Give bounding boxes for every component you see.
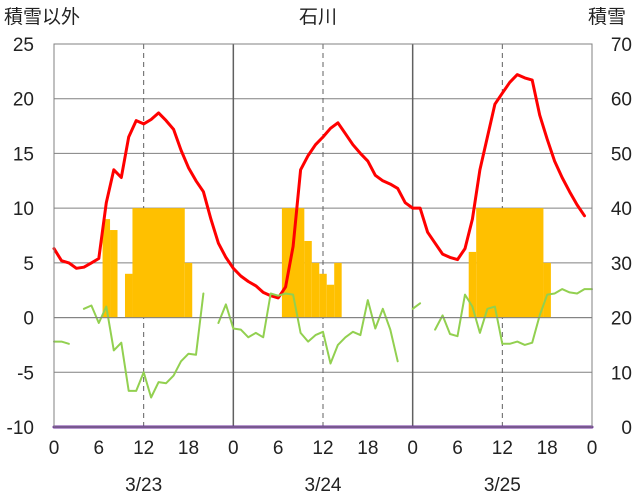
x-tick-label: 12	[312, 438, 333, 459]
snow-bar	[102, 219, 111, 318]
left-tick-label: -10	[7, 418, 34, 439]
red-series-line	[52, 73, 586, 300]
x-tick-label: 6	[452, 438, 463, 459]
snow-bar	[110, 230, 118, 318]
left-tick-label: 5	[23, 254, 34, 275]
x-tick-label: 6	[94, 438, 105, 459]
x-tick-label: 18	[537, 438, 558, 459]
chart-title: 石川	[299, 7, 337, 28]
right-tick-label: 30	[611, 254, 632, 275]
x-tick-label: 0	[407, 438, 418, 459]
right-tick-label: 10	[611, 363, 632, 384]
green-series-line	[53, 340, 70, 345]
snow-bar	[476, 208, 544, 318]
date-label: 3/25	[484, 475, 521, 496]
right-tick-label: 50	[611, 144, 632, 165]
snow-bar	[326, 284, 335, 318]
date-label: 3/24	[305, 475, 342, 496]
snow-bar	[334, 262, 342, 318]
date-label: 3/23	[125, 475, 162, 496]
left-tick-label: 0	[23, 309, 34, 330]
left-tick-label: 15	[13, 144, 34, 165]
snow-bars	[102, 208, 551, 318]
snow-bar	[468, 251, 477, 318]
x-tick-label: 6	[273, 438, 284, 459]
right-tick-label: 40	[611, 199, 632, 220]
left-tick-label: 25	[13, 35, 34, 56]
snow-bar	[132, 208, 185, 318]
x-tick-label: 12	[492, 438, 513, 459]
green-series-line	[82, 292, 205, 399]
snow-bar	[311, 262, 320, 318]
green-series-line	[411, 302, 422, 310]
right-tick-label: 60	[611, 90, 632, 111]
plot-frame	[53, 43, 593, 428]
x-tick-label: 18	[178, 438, 199, 459]
snow-bar	[543, 262, 551, 318]
x-tick-label: 18	[357, 438, 378, 459]
green-series-line	[217, 292, 399, 365]
snow-bar	[184, 262, 193, 318]
snow-bar	[319, 273, 327, 318]
right-axis-title: 積雪	[588, 6, 626, 28]
snow-bar	[281, 208, 305, 318]
plot-border	[53, 43, 593, 428]
left-tick-label: 20	[13, 90, 34, 111]
snow-bar	[304, 240, 312, 318]
left-tick-label: -5	[17, 363, 34, 384]
x-tick-label: 0	[587, 438, 598, 459]
x-tick-label: 0	[228, 438, 239, 459]
grid	[54, 43, 592, 427]
snow-bar	[124, 273, 133, 318]
right-tick-label: 20	[611, 309, 632, 330]
green-series-line	[434, 288, 593, 346]
right-tick-label: 0	[621, 418, 632, 439]
x-tick-label: 12	[133, 438, 154, 459]
x-tick-label: 0	[49, 438, 60, 459]
right-tick-label: 70	[611, 35, 632, 56]
left-tick-label: 10	[13, 199, 34, 220]
left-axis-title: 積雪以外	[4, 6, 80, 28]
